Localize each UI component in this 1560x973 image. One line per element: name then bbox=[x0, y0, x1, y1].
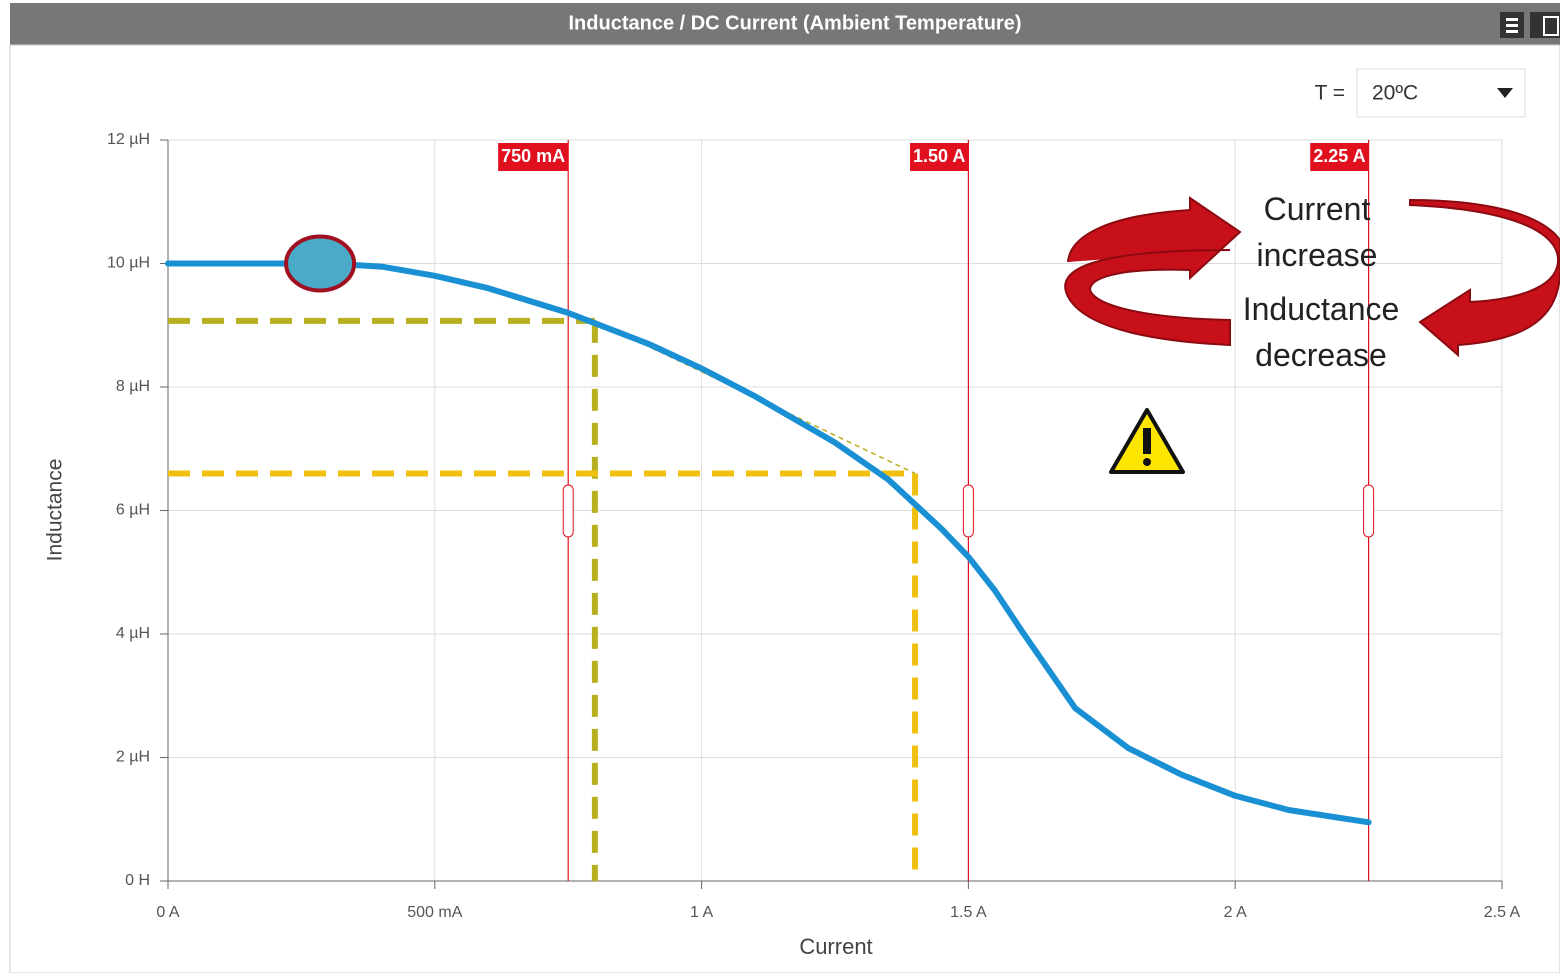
annotation-arrows bbox=[1064, 196, 1560, 358]
highlight-point bbox=[284, 234, 357, 293]
warning-dot bbox=[1143, 458, 1151, 466]
y-tick-label: 0 H bbox=[125, 872, 150, 889]
marker-label-bg bbox=[910, 143, 969, 171]
plot-area: 0 H 2 µH 4 µH 6 µH 8 µH 10 µH 12 µH 0 A 500 mA 1 … bbox=[107, 131, 1521, 921]
marker-label: 750 mA bbox=[501, 146, 565, 166]
x-tick-label: 500 mA bbox=[407, 904, 462, 921]
header-bar bbox=[10, 3, 1560, 45]
y-tick-label: 10 µH bbox=[107, 255, 150, 272]
y-tick-label: 12 µH bbox=[107, 131, 150, 148]
arrow-up bbox=[1064, 196, 1242, 347]
marker-label: 2.25 A bbox=[1313, 146, 1365, 166]
annotation: Current increase bbox=[1257, 191, 1378, 273]
menu-icon bbox=[1506, 30, 1518, 33]
menu-icon bbox=[1506, 18, 1518, 21]
x-tick-label: 1.5 A bbox=[950, 904, 987, 921]
temperature-select[interactable] bbox=[1356, 68, 1526, 118]
panel-border bbox=[9, 44, 1560, 973]
annotation: Inductance decrease bbox=[1243, 291, 1400, 373]
y-tick-label: 4 µH bbox=[116, 625, 150, 642]
temperature-label: T = bbox=[1314, 82, 1345, 105]
chart-title: Inductance / DC Current (Ambient Tempera… bbox=[568, 12, 1021, 34]
x-axis-title: Current bbox=[799, 934, 872, 959]
series-line bbox=[165, 260, 1372, 826]
dropdown-arrow bbox=[1497, 88, 1513, 98]
warning-bar bbox=[1143, 428, 1151, 454]
warning-icon bbox=[1109, 408, 1185, 474]
y-tick-label: 2 µH bbox=[116, 749, 150, 766]
x-tick-label: 0 A bbox=[156, 904, 179, 921]
marker-handle bbox=[1363, 484, 1375, 538]
marker-label: 1.50 A bbox=[913, 146, 965, 166]
temperature-value: 20ºC bbox=[1372, 82, 1418, 105]
y-tick-label: 8 µH bbox=[116, 378, 150, 395]
expand-icon bbox=[1543, 16, 1559, 36]
x-tick-label: 1 A bbox=[690, 904, 713, 921]
y-axis-title: Inductance bbox=[44, 459, 67, 562]
marker-label-bg bbox=[498, 143, 569, 171]
x-tick-label: 2.5 A bbox=[1484, 904, 1521, 921]
marker-handle bbox=[562, 484, 574, 538]
y-tick-label: 6 µH bbox=[116, 502, 150, 519]
menu-icon bbox=[1506, 24, 1518, 27]
marker-handle bbox=[962, 484, 974, 538]
marker-label-bg bbox=[1310, 143, 1369, 171]
arrow-down bbox=[1409, 198, 1560, 358]
x-tick-label: 2 A bbox=[1224, 904, 1247, 921]
